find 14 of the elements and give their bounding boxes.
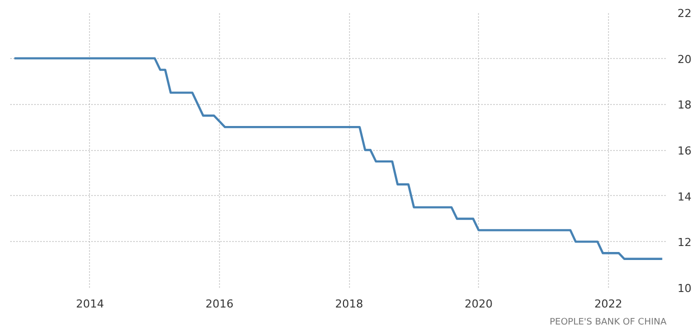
- y-tick-label: 16: [678, 144, 692, 158]
- x-tick-label: 2014: [76, 298, 104, 310]
- text: PEOPLE'S BANK OF CHINA: [550, 318, 668, 328]
- y-tick-label: 14: [678, 190, 692, 204]
- y-tick-label: 22: [678, 7, 692, 20]
- x-tick-label: 2022: [594, 298, 622, 310]
- y-tick-label: 18: [678, 98, 692, 112]
- y-tick-label: 12: [678, 236, 692, 250]
- x-tick-label: 2016: [205, 298, 234, 310]
- y-tick-label: 20: [678, 52, 692, 66]
- line-series: [13, 57, 664, 260]
- x-tick-label: 2018: [335, 298, 364, 310]
- x-tick-label: 2020: [464, 298, 493, 310]
- y-tick-label: 10: [678, 282, 692, 295]
